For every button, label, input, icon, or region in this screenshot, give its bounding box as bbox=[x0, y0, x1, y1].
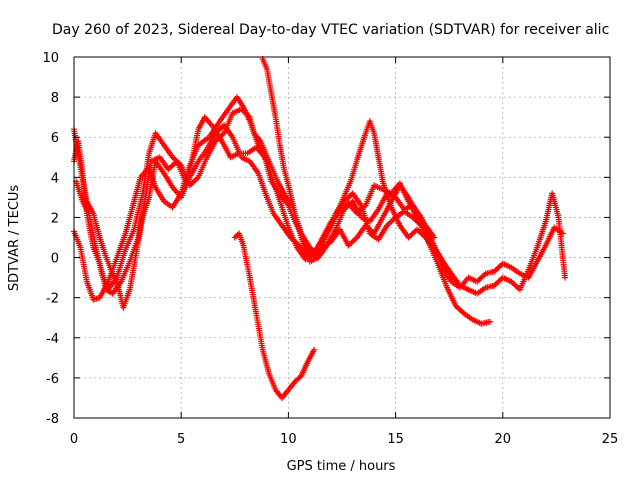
y-tick-label: 0 bbox=[51, 252, 59, 267]
y-tick-label: 10 bbox=[42, 51, 59, 66]
chart-title: Day 260 of 2023, Sidereal Day-to-day VTE… bbox=[52, 22, 609, 38]
y-tick-labels: -8 -6 -4 -2 0 2 4 6 8 10 bbox=[42, 51, 59, 427]
x-tick-label: 15 bbox=[387, 432, 404, 447]
data-point bbox=[431, 234, 438, 241]
plot-frame bbox=[73, 56, 611, 419]
grid-lines bbox=[74, 57, 610, 418]
x-tick-label: 0 bbox=[70, 432, 78, 447]
data-point bbox=[452, 278, 459, 285]
axis-ticks bbox=[73, 56, 611, 419]
x-axis-label: GPS time / hours bbox=[287, 459, 396, 474]
data-point bbox=[486, 318, 493, 325]
y-tick-label: 2 bbox=[51, 211, 59, 226]
data-point bbox=[311, 346, 318, 353]
data-series bbox=[71, 56, 568, 401]
x-tick-label: 20 bbox=[495, 432, 512, 447]
x-tick-labels: 0 5 10 15 20 25 bbox=[70, 432, 618, 447]
y-axis-label: SDTVAR / TECUs bbox=[7, 185, 22, 292]
y-tick-label: 8 bbox=[51, 91, 59, 106]
y-tick-label: -2 bbox=[46, 292, 59, 307]
data-point bbox=[561, 274, 568, 281]
x-tick-label: 25 bbox=[602, 432, 619, 447]
series-track-5 bbox=[231, 230, 318, 401]
y-tick-label: 4 bbox=[51, 171, 59, 186]
x-tick-label: 5 bbox=[177, 432, 185, 447]
series-track-6 bbox=[259, 56, 438, 259]
y-tick-label: -8 bbox=[46, 412, 59, 427]
y-tick-label: -4 bbox=[46, 332, 59, 347]
y-tick-label: -6 bbox=[46, 372, 59, 387]
series-track-3 bbox=[71, 118, 568, 311]
x-tick-label: 10 bbox=[280, 432, 297, 447]
y-tick-label: 6 bbox=[51, 131, 59, 146]
